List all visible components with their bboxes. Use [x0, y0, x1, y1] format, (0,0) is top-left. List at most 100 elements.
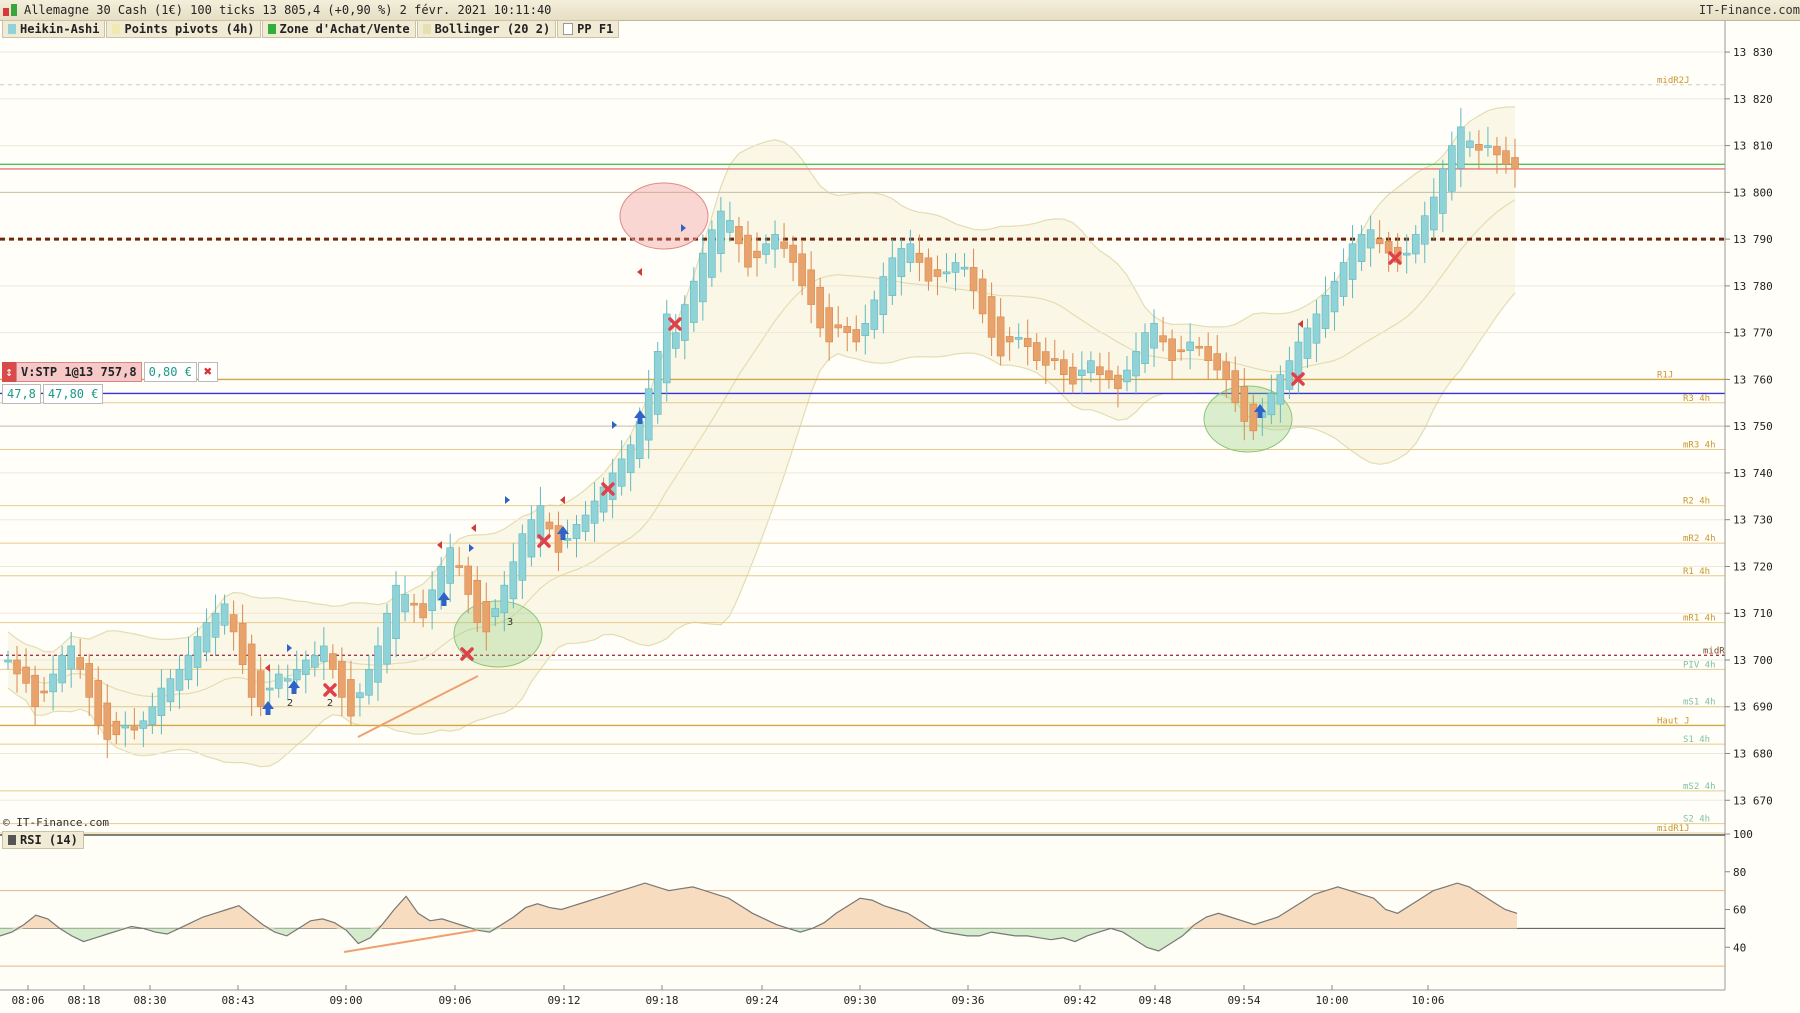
bull-candle: [1411, 234, 1420, 255]
bear-candle: [22, 666, 30, 684]
bear-candle: [238, 622, 247, 665]
x-tick-label: 09:12: [547, 994, 580, 1007]
chart-title: Allemagne 30 Cash (1€) 100 ticks 13 805,…: [24, 3, 552, 17]
position-points: 47,8: [2, 384, 41, 404]
signal-triangle-icon: [505, 496, 510, 504]
x-close-icon[interactable]: ✖: [197, 362, 218, 382]
bear-candle: [1511, 157, 1519, 170]
sell-x-icon: [460, 647, 474, 661]
bear-candle: [40, 690, 48, 694]
bear-candle: [1502, 150, 1510, 165]
bull-candle: [690, 280, 698, 323]
y-tick-label: 13 670: [1733, 794, 1773, 807]
position-value: 47,80 €: [42, 384, 104, 404]
bear-candle: [1050, 358, 1059, 361]
bull-candle: [1303, 327, 1312, 359]
legend-heikin-ashi[interactable]: Heikin-Ashi: [2, 20, 106, 38]
rsi-divergence-line: [343, 929, 479, 953]
bull-candle: [762, 243, 770, 255]
legend-zone-achat-vente[interactable]: Zone d'Achat/Vente: [261, 20, 416, 38]
rsi-overbought-fill: [0, 883, 1517, 929]
buy-arrow-icon: [288, 680, 300, 694]
bear-candle: [825, 307, 833, 343]
bull-candle: [1466, 140, 1474, 148]
bear-candle: [76, 657, 84, 670]
bull-candle: [960, 266, 969, 270]
signal-triangle-icon: [560, 496, 565, 504]
bull-candle: [1339, 262, 1348, 297]
bull-candle: [1123, 369, 1131, 383]
bull-candle: [1420, 215, 1429, 245]
x-tick-label: 09:54: [1227, 994, 1260, 1007]
bull-candle: [680, 304, 689, 341]
pivot-label: midR1H: [1703, 646, 1736, 656]
legend-pp-f1[interactable]: PP F1: [557, 20, 620, 38]
bull-candle: [383, 612, 391, 665]
bear-candle: [31, 674, 39, 708]
bull-candle: [717, 210, 725, 254]
signal-count-label: 3: [507, 617, 513, 628]
buy-arrow-icon: [262, 701, 274, 715]
bull-candle: [1330, 280, 1339, 313]
bear-candle: [798, 253, 806, 287]
legend-label: Points pivots (4h): [124, 22, 255, 36]
legend-label: Heikin-Ashi: [20, 22, 100, 36]
legend-swatch-icon: [563, 23, 574, 35]
buy-arrow-icon: [557, 526, 569, 540]
signal-triangle-icon: [471, 524, 476, 532]
bear-candle: [1384, 241, 1393, 254]
bear-candle: [1060, 359, 1068, 376]
signal-count-label: 2: [327, 698, 333, 709]
sell-zone-circle: [619, 182, 709, 250]
bear-candle: [473, 579, 482, 623]
bull-candle: [771, 234, 779, 250]
bear-candle: [1168, 338, 1176, 361]
pivot-label: mR2 4h: [1683, 534, 1716, 544]
y-tick-label: 13 820: [1733, 93, 1773, 106]
double-arrow-icon[interactable]: ↕: [2, 362, 16, 382]
legend-label: Zone d'Achat/Vente: [279, 22, 410, 36]
bull-candle: [888, 257, 897, 296]
bull-candle: [374, 645, 382, 683]
bull-candle: [509, 561, 518, 600]
bull-candle: [1357, 234, 1366, 262]
bull-candle: [446, 547, 454, 584]
bull-candle: [897, 248, 906, 278]
bull-candle: [1366, 229, 1375, 249]
bull-candle: [67, 645, 75, 670]
legend-points-pivots[interactable]: Points pivots (4h): [106, 20, 261, 38]
bull-candle: [58, 655, 66, 684]
bear-candle: [1159, 335, 1167, 343]
legend-bollinger[interactable]: Bollinger (20 2): [416, 20, 557, 38]
bull-candle: [1348, 243, 1357, 280]
y-tick-label: 13 700: [1733, 654, 1773, 667]
legend-swatch-icon: [8, 835, 16, 845]
bear-candle: [1249, 403, 1258, 432]
bull-candle: [139, 720, 148, 729]
bull-candle: [283, 678, 292, 682]
bull-candle: [1267, 393, 1276, 416]
bull-candle: [166, 678, 175, 703]
rsi-y-tick-label: 80: [1733, 866, 1746, 879]
bear-candle: [338, 661, 346, 698]
y-tick-label: 13 680: [1733, 748, 1773, 761]
copyright-label: © IT-Finance.com: [3, 816, 109, 829]
bull-candle: [1429, 196, 1438, 231]
x-tick-label: 09:06: [438, 994, 471, 1007]
bull-candle: [536, 505, 545, 539]
bear-candle: [834, 324, 843, 329]
bull-candle: [49, 673, 57, 693]
bull-candle: [4, 659, 12, 663]
legend-rsi[interactable]: RSI (14): [2, 831, 84, 849]
y-tick-label: 13 750: [1733, 420, 1773, 433]
app-icon: [3, 4, 17, 16]
bull-candle: [193, 636, 202, 668]
signal-triangle-icon: [681, 224, 686, 232]
pivot-label: R2 4h: [1683, 497, 1710, 507]
bear-candle: [455, 565, 463, 568]
bear-candle: [1222, 361, 1231, 380]
bull-candle: [365, 669, 373, 696]
y-tick-label: 13 830: [1733, 46, 1773, 59]
stop-order-label[interactable]: V:STP 1@13 757,8: [16, 362, 142, 382]
